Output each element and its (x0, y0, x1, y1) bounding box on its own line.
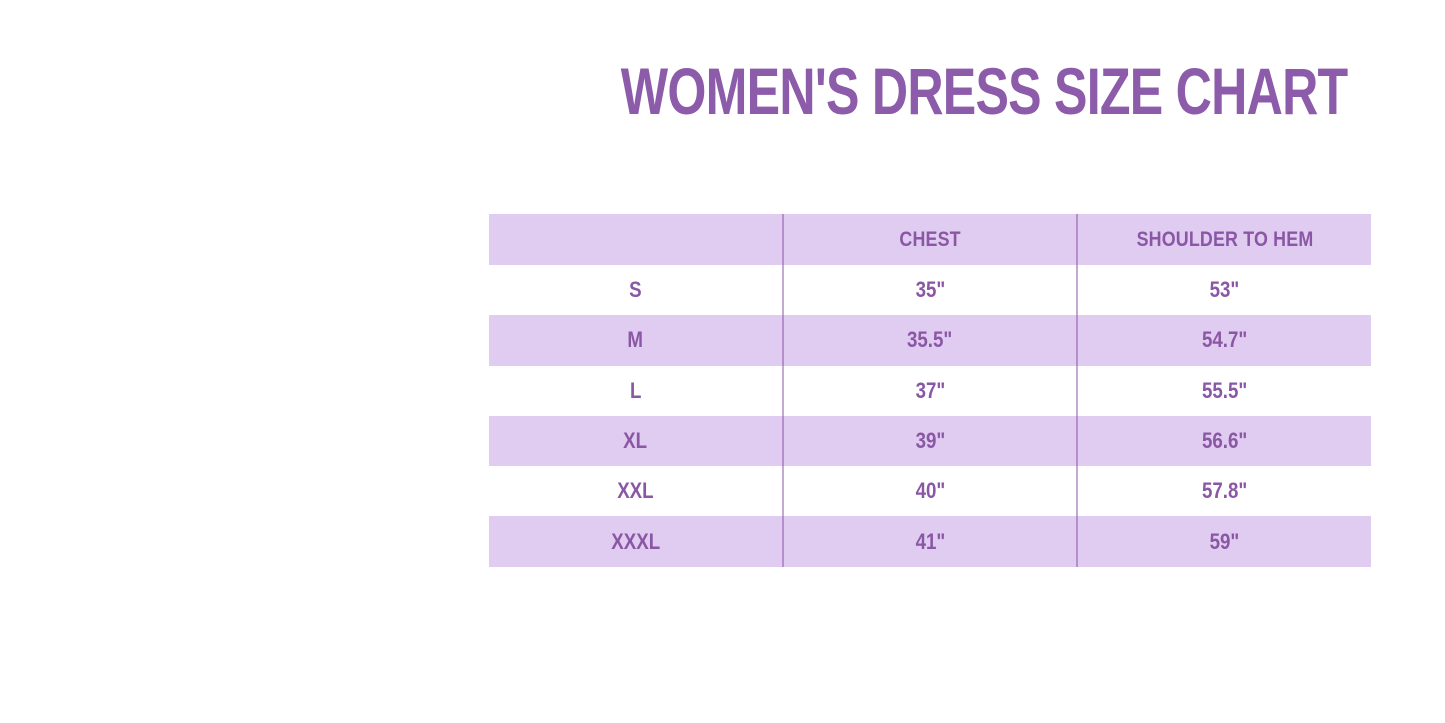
cell-chest-value: 41" (781, 516, 1077, 567)
header-cell-chest: CHEST (781, 214, 1077, 265)
size-chart-table: CHEST SHOULDER TO HEM S 35" 53" M 35.5" … (489, 214, 1371, 567)
header-chest-label: CHEST (899, 227, 961, 251)
header-shoulder-to-hem-label: SHOULDER TO HEM (1136, 227, 1314, 251)
table-row-l: L 37" 55.5" (489, 365, 1371, 416)
cell-chest-value: 39" (781, 415, 1077, 467)
table-row-s: S 35" 53" (489, 265, 1371, 316)
cell-hem-value: 59" (1076, 516, 1371, 567)
cell-chest-value: 37" (781, 365, 1077, 416)
cell-hem-value: 57.8" (1076, 466, 1371, 517)
cell-hem-value: 55.5" (1076, 365, 1371, 416)
cell-chest-value: 40" (781, 466, 1077, 517)
header-cell-shoulder-to-hem: SHOULDER TO HEM (1076, 214, 1371, 265)
table-row-xxl: XXL 40" 57.8" (489, 466, 1371, 517)
table-header-row: CHEST SHOULDER TO HEM (489, 214, 1371, 265)
table-row-m: M 35.5" 54.7" (489, 315, 1371, 366)
table-row-xl: XL 39" 56.6" (489, 415, 1371, 467)
cell-chest-value: 35.5" (781, 315, 1077, 366)
page-title: WOMEN'S DRESS SIZE CHART (620, 54, 1348, 128)
cell-hem-value: 56.6" (1076, 415, 1371, 467)
cell-hem-value: 53" (1076, 265, 1371, 316)
cell-chest-value: 35" (781, 265, 1077, 316)
table-row-xxxl: XXXL 41" 59" (489, 516, 1371, 567)
cell-size-label: XXL (617, 478, 654, 504)
cell-hem-value: 54.7" (1076, 315, 1371, 366)
header-cell-size (489, 214, 782, 265)
cell-size-label: XL (623, 428, 648, 454)
cell-size-label: XXXL (610, 528, 660, 554)
cell-size-label: L (629, 377, 642, 403)
cell-size-label: M (627, 327, 644, 353)
cell-size-label: S (629, 277, 642, 303)
